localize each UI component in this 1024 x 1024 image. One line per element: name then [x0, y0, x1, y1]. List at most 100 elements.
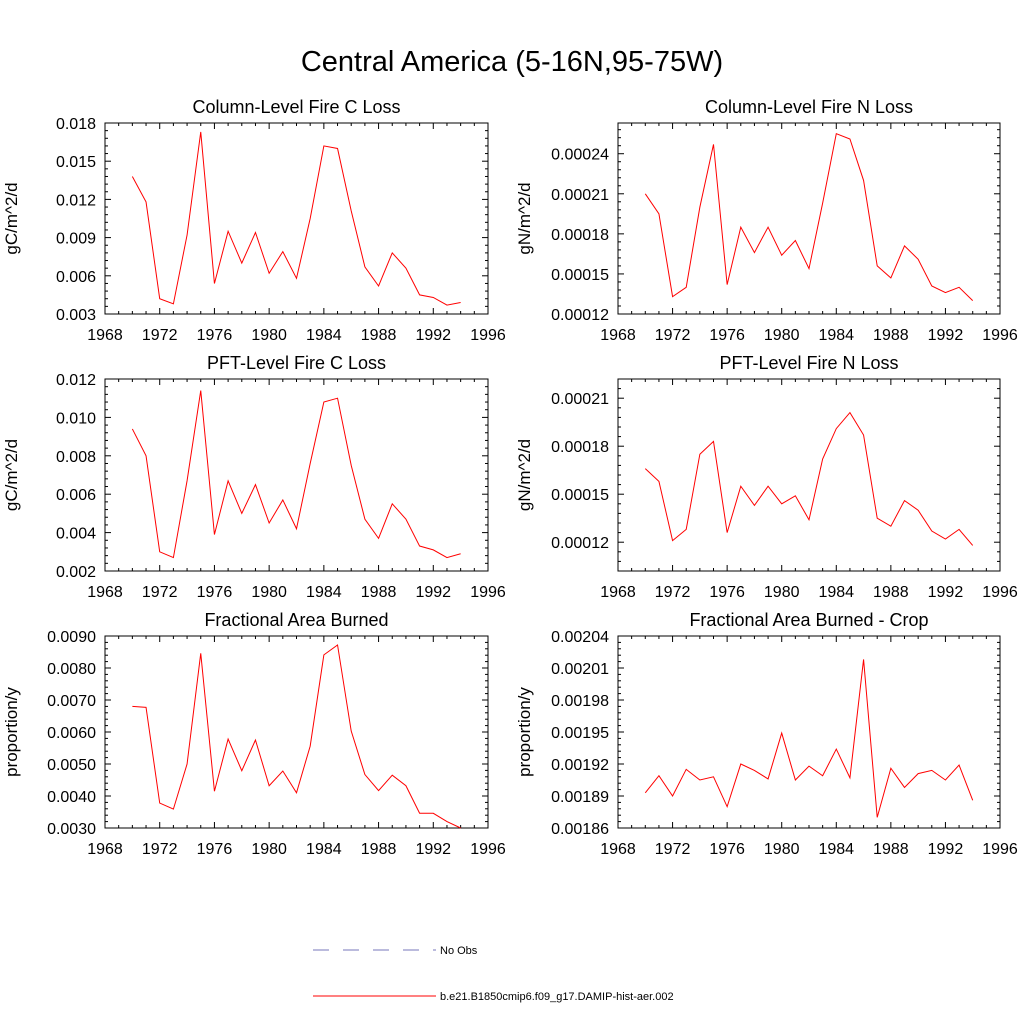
data-point [241, 770, 242, 771]
legend: No Obs b.e21.B1850cmip6.f09_g17.DAMIP-hi… [313, 945, 674, 1003]
chart-panel-5: 1968 1972 1976 1980 1984 1988 1992 1996 0.0030 0.… [2, 610, 506, 858]
data-point [282, 251, 283, 252]
data-point [282, 770, 283, 771]
y-tick-label: 0.00192 [551, 757, 609, 774]
data-point [672, 296, 673, 297]
x-tick-label: 1980 [764, 327, 800, 344]
chart-panel-2: 1968 1972 1976 1980 1984 1988 1992 1996 0.00012 0… [515, 97, 1018, 344]
y-tick-label: 0.00015 [551, 267, 609, 284]
series-line [644, 133, 974, 301]
data-point [658, 481, 659, 482]
data-point [446, 304, 447, 305]
data-point [781, 503, 782, 504]
data-point [241, 262, 242, 263]
page-title: Central America (5-16N,95-75W) [300, 46, 724, 78]
data-point [945, 292, 946, 293]
data-point [958, 529, 959, 530]
data-point [282, 499, 283, 500]
y-tick-label: 0.0040 [47, 789, 96, 806]
data-point [323, 401, 324, 402]
data-point [173, 557, 174, 558]
data-point [754, 770, 755, 771]
data-point [132, 176, 133, 177]
y-tick-label: 0.006 [56, 269, 96, 286]
data-point [186, 234, 187, 235]
data-point [686, 529, 687, 530]
data-point [405, 785, 406, 786]
data-point [904, 500, 905, 501]
y-tick-label: 0.008 [56, 449, 96, 466]
data-point [781, 732, 782, 733]
data-point [214, 791, 215, 792]
data-point [863, 434, 864, 435]
data-point [173, 303, 174, 304]
y-tick-label: 0.002 [56, 564, 96, 581]
data-point [132, 428, 133, 429]
data-point [269, 785, 270, 786]
data-point [310, 745, 311, 746]
data-point [310, 218, 311, 219]
x-tick-label: 1976 [197, 327, 233, 344]
x-tick-label: 1980 [251, 327, 287, 344]
data-point [645, 792, 646, 793]
x-tick-label: 1988 [361, 841, 397, 858]
chart-panel-3: 1968 1972 1976 1980 1984 1988 1992 1996 0.002 0.0… [2, 353, 506, 601]
data-point [672, 540, 673, 541]
data-point [890, 768, 891, 769]
data-point [255, 484, 256, 485]
series-line [644, 411, 974, 546]
data-point [419, 813, 420, 814]
data-point [364, 519, 365, 520]
y-tick-label: 0.00015 [551, 487, 609, 504]
x-tick-label: 1968 [87, 841, 123, 858]
data-point [269, 522, 270, 523]
x-tick-label: 1968 [600, 327, 636, 344]
data-point [351, 210, 352, 211]
data-point [645, 468, 646, 469]
y-axis-label: proportion/y [2, 687, 21, 777]
data-point [767, 486, 768, 487]
chart-panel-4: 1968 1972 1976 1980 1984 1988 1992 1996 0.00012 0… [515, 353, 1018, 601]
y-tick-label: 0.00021 [551, 187, 609, 204]
chart-panels: 1968 1972 1976 1980 1984 1988 1992 1996 0.003 0.0… [2, 97, 1018, 858]
y-tick-label: 0.0050 [47, 757, 96, 774]
data-point [931, 285, 932, 286]
data-point [658, 775, 659, 776]
x-tick-label: 1984 [306, 841, 342, 858]
data-point [200, 390, 201, 391]
y-tick-label: 0.009 [56, 231, 96, 248]
data-point [863, 180, 864, 181]
chart-title: PFT-Level Fire N Loss [719, 353, 898, 373]
data-point [364, 266, 365, 267]
y-tick-label: 0.00021 [551, 391, 609, 408]
data-point [877, 265, 878, 266]
data-point [337, 148, 338, 149]
x-tick-label: 1972 [142, 841, 178, 858]
data-point [433, 297, 434, 298]
data-point [269, 273, 270, 274]
data-point [822, 775, 823, 776]
x-tick-label: 1980 [764, 841, 800, 858]
x-tick-label: 1980 [764, 584, 800, 601]
x-tick-label: 1992 [928, 841, 964, 858]
data-point [351, 465, 352, 466]
data-point [713, 144, 714, 145]
y-tick-label: 0.00012 [551, 307, 609, 324]
data-point [699, 779, 700, 780]
data-point [890, 526, 891, 527]
data-point [433, 813, 434, 814]
data-point [159, 551, 160, 552]
x-tick-label: 1968 [87, 327, 123, 344]
data-point [433, 549, 434, 550]
y-tick-label: 0.00195 [551, 725, 609, 742]
data-point [890, 277, 891, 278]
x-tick-label: 1988 [361, 327, 397, 344]
x-tick-label: 1972 [655, 327, 691, 344]
data-point [378, 790, 379, 791]
data-point [754, 505, 755, 506]
y-tick-label: 0.0060 [47, 725, 96, 742]
plot-frame [104, 378, 489, 572]
data-point [972, 300, 973, 301]
data-point [186, 763, 187, 764]
